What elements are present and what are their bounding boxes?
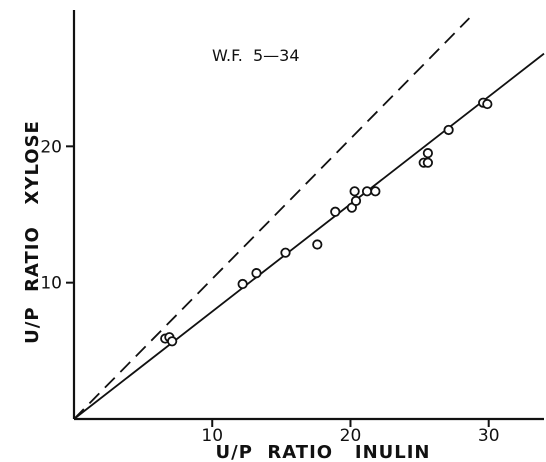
data-point [237, 278, 248, 290]
data-point [443, 124, 454, 136]
data-point [251, 268, 262, 279]
annotation-label: W.F. 5—34 [212, 46, 300, 65]
regression-solid-line [73, 52, 545, 420]
data-point [280, 247, 291, 258]
data-point [349, 186, 360, 197]
axes [72, 10, 544, 421]
y-axis-title: U/P RATIO XYLOSE [22, 120, 43, 344]
ticks: 10 20 30 10 20 [40, 137, 499, 446]
data-point [422, 157, 433, 168]
reference-lines [73, 17, 545, 420]
data-point [167, 336, 178, 347]
data-points [160, 97, 493, 347]
y-tick-label: 20 [40, 137, 62, 157]
identity-dashed-line [73, 17, 470, 420]
x-tick-label: 10 [201, 426, 223, 446]
x-tick-label: 20 [340, 426, 362, 446]
data-point [422, 148, 433, 159]
data-point [361, 186, 373, 197]
x-axis-title: U/P RATIO INULIN [216, 442, 431, 462]
data-point [312, 239, 323, 250]
x-tick-label: 30 [478, 426, 500, 446]
y-tick-label: 10 [40, 274, 62, 294]
data-point [482, 98, 493, 110]
data-point [350, 195, 362, 206]
data-point [330, 206, 341, 217]
data-point [370, 186, 381, 197]
